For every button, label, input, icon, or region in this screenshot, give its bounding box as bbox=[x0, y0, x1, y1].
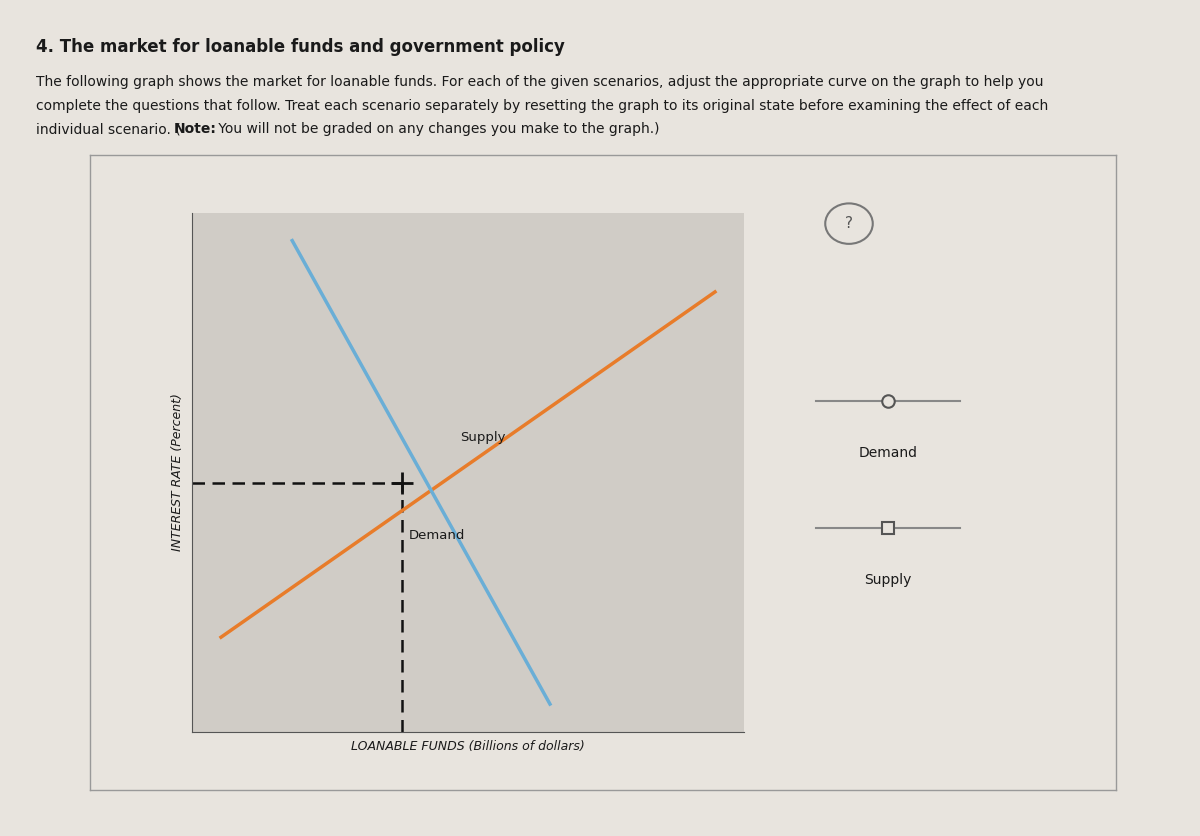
Y-axis label: INTEREST RATE (Percent): INTEREST RATE (Percent) bbox=[170, 394, 184, 551]
Text: complete the questions that follow. Treat each scenario separately by resetting : complete the questions that follow. Trea… bbox=[36, 99, 1049, 113]
Text: ?: ? bbox=[845, 217, 853, 231]
Text: Demand: Demand bbox=[858, 446, 918, 460]
Text: You will not be graded on any changes you make to the graph.): You will not be graded on any changes yo… bbox=[214, 122, 660, 136]
Text: Supply: Supply bbox=[864, 573, 912, 587]
Text: Note:: Note: bbox=[173, 122, 216, 136]
Text: Demand: Demand bbox=[408, 529, 464, 543]
Text: 4. The market for loanable funds and government policy: 4. The market for loanable funds and gov… bbox=[36, 38, 565, 56]
Text: Supply: Supply bbox=[460, 431, 505, 444]
X-axis label: LOANABLE FUNDS (Billions of dollars): LOANABLE FUNDS (Billions of dollars) bbox=[352, 740, 584, 753]
Text: individual scenario. (: individual scenario. ( bbox=[36, 122, 181, 136]
Text: The following graph shows the market for loanable funds. For each of the given s: The following graph shows the market for… bbox=[36, 75, 1044, 89]
